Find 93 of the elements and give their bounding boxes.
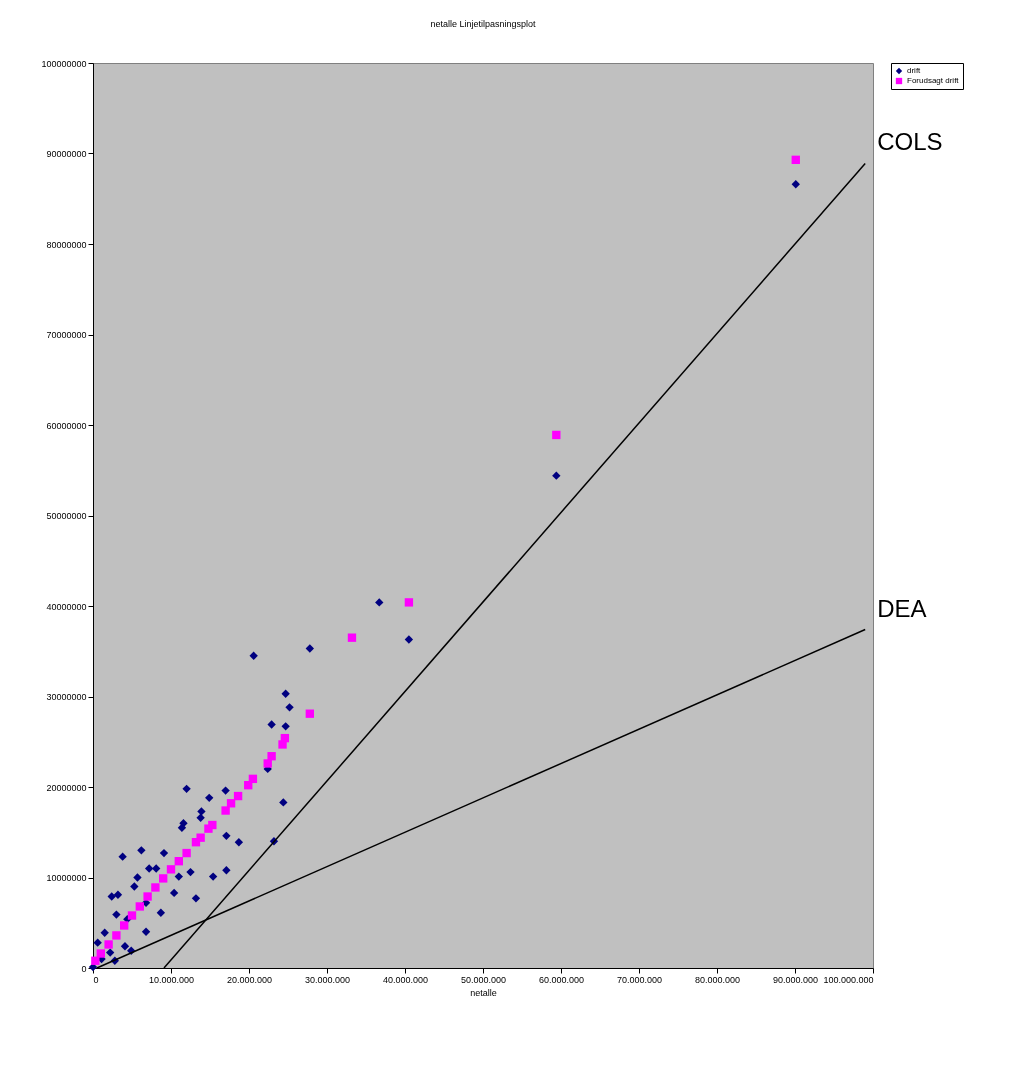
point [279, 798, 288, 807]
x-tick-label: 10.000.000 [148, 974, 195, 985]
y-tick-label: 10000000 [46, 873, 87, 883]
point [151, 883, 160, 892]
point [120, 942, 130, 951]
point [552, 430, 561, 440]
legend-label: drift [907, 66, 922, 75]
point [177, 823, 187, 832]
point [91, 956, 100, 965]
point [281, 689, 290, 698]
legend-label: Forudsagt drift [907, 76, 960, 85]
point [166, 865, 176, 874]
x-tick-label: 80.000.000 [694, 974, 741, 985]
point [244, 781, 253, 790]
point [104, 940, 113, 949]
point [113, 890, 123, 899]
point [281, 722, 290, 731]
point [233, 791, 243, 801]
point [791, 180, 800, 189]
y-tick-label: 90000000 [46, 149, 87, 159]
point [221, 806, 230, 815]
point [791, 155, 800, 165]
point [267, 720, 276, 729]
point [130, 882, 139, 891]
point [191, 894, 201, 903]
point [278, 740, 287, 749]
x-tick-label: 0 [93, 974, 99, 985]
point [169, 888, 179, 898]
chart-title: netalle Linjetilpasningsplot [430, 19, 537, 29]
point [208, 872, 218, 881]
x-tick-label: 100.000.000 [823, 974, 874, 985]
point [127, 911, 137, 920]
point [174, 857, 183, 866]
point [186, 867, 195, 877]
x-tick-label: 30.000.000 [304, 974, 351, 985]
series-label: COLS [877, 128, 943, 156]
x-tick-label: 20.000.000 [226, 974, 273, 985]
y-tick-label: 20000000 [46, 782, 87, 793]
point [141, 927, 151, 936]
point [107, 892, 116, 901]
point [347, 633, 357, 642]
y-tick-label: 100000000 [41, 58, 87, 69]
point [118, 852, 127, 861]
point [96, 949, 105, 958]
point [263, 759, 272, 768]
point [143, 892, 152, 901]
x-tick-label: 50.000.000 [460, 974, 507, 985]
y-tick-label: 60000000 [46, 420, 87, 431]
y-tick-label: 50000000 [46, 511, 87, 521]
point [182, 784, 191, 793]
point [196, 813, 205, 822]
point [404, 635, 414, 644]
x-axis-title: netalle [470, 987, 497, 998]
point [182, 848, 191, 858]
x-tick-label: 40.000.000 [382, 974, 429, 985]
point [552, 471, 561, 480]
point [159, 874, 168, 883]
point [100, 928, 109, 937]
point [191, 838, 201, 847]
series-label: DEA [877, 594, 927, 622]
point [234, 838, 244, 847]
point [105, 948, 115, 957]
point [404, 598, 414, 607]
point [135, 902, 144, 911]
x-tick-label: 60.000.000 [538, 974, 585, 985]
y-tick-label: 80000000 [46, 239, 87, 250]
point [156, 908, 166, 917]
point [205, 793, 214, 803]
point [133, 873, 142, 882]
y-tick-label: 70000000 [46, 330, 87, 340]
y-tick-label: 0 [81, 963, 87, 974]
point [285, 703, 294, 712]
point [222, 866, 231, 875]
y-tick-label: 40000000 [46, 601, 87, 612]
point [174, 872, 183, 881]
point [159, 848, 169, 858]
x-tick-label: 90.000.000 [772, 974, 819, 985]
point [120, 921, 129, 930]
point [305, 709, 315, 718]
point [137, 846, 146, 855]
point [112, 931, 121, 940]
y-tick-label: 30000000 [46, 692, 87, 702]
point [152, 864, 161, 873]
point [197, 807, 206, 816]
x-tick-label: 70.000.000 [616, 974, 663, 985]
point [305, 644, 315, 653]
point [93, 938, 102, 947]
point [221, 786, 230, 795]
point [249, 651, 258, 660]
point [204, 824, 213, 833]
point [222, 831, 231, 841]
point [375, 598, 384, 607]
point [112, 910, 121, 919]
